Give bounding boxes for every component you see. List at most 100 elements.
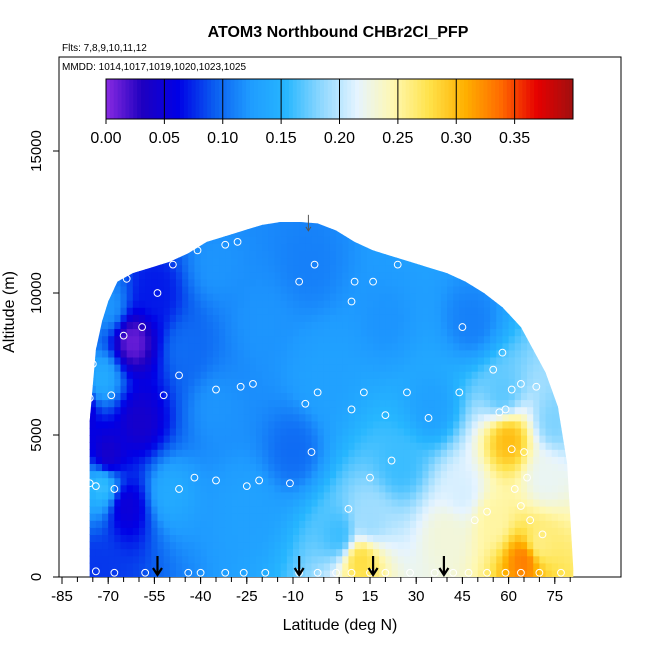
heatmap-cell [139, 307, 146, 315]
heatmap-cell [329, 285, 337, 294]
heatmap-cell [391, 321, 399, 330]
heatmap-cell [151, 506, 159, 514]
heatmap-cell [385, 463, 393, 472]
heatmap-cell [373, 420, 380, 429]
heatmap-cell [329, 513, 337, 521]
heatmap-cell [545, 420, 553, 429]
heatmap-cell [329, 349, 337, 358]
heatmap-cell [373, 314, 380, 322]
heatmap-cell [305, 534, 313, 543]
heatmap-cell [102, 356, 109, 365]
heatmap-cell [496, 399, 504, 408]
heatmap-cell [219, 527, 226, 535]
heatmap-cell [410, 463, 417, 472]
heatmap-cell [145, 413, 152, 422]
heatmap-cell [157, 321, 165, 330]
heatmap-cell [249, 413, 257, 422]
colorbar-swatch [390, 79, 395, 119]
heatmap-cell [533, 491, 540, 500]
heatmap-cell [557, 463, 565, 472]
heatmap-cell [305, 456, 313, 464]
heatmap-cell [219, 484, 226, 493]
heatmap-cell [342, 498, 350, 507]
heatmap-cell [354, 548, 362, 557]
heatmap-cell [182, 427, 189, 436]
heatmap-cell [465, 385, 473, 393]
heatmap-cell [249, 456, 257, 464]
heatmap-cell [212, 314, 220, 322]
colorbar-swatch [304, 79, 309, 119]
heatmap-cell [403, 506, 411, 514]
colorbar-swatch [475, 79, 481, 119]
sample-point [332, 568, 341, 577]
heatmap-cell [299, 449, 306, 457]
heatmap-cell [323, 300, 331, 308]
heatmap-cell [459, 491, 467, 500]
sample-point [175, 371, 183, 380]
heatmap-cell [126, 420, 134, 429]
heatmap-cell [262, 442, 269, 450]
heatmap-cell [286, 435, 294, 443]
heatmap-cell [385, 527, 393, 535]
heatmap-cell [163, 442, 171, 450]
heatmap-cell [132, 307, 140, 315]
heatmap-cell [342, 378, 350, 386]
colorbar-swatch [545, 79, 551, 119]
heatmap-cell [132, 356, 140, 365]
heatmap-cell [342, 399, 350, 408]
heatmap-cell [132, 314, 140, 322]
heatmap-cell [465, 541, 473, 550]
heatmap-cell [453, 442, 460, 450]
heatmap-cell [200, 392, 208, 401]
heatmap-cell [465, 477, 473, 486]
heatmap-cell [188, 392, 196, 401]
y-tick-label: 5000 [28, 418, 45, 451]
heatmap-cell [132, 449, 140, 457]
heatmap-cell [557, 477, 565, 486]
heatmap-cell [342, 278, 350, 287]
heatmap-cell [249, 399, 257, 408]
heatmap-cell [139, 278, 146, 287]
heatmap-cell [366, 506, 374, 514]
heatmap-cell [163, 477, 171, 486]
heatmap-cell [268, 321, 276, 330]
heatmap-cell [391, 513, 399, 521]
heatmap-cell [533, 484, 540, 493]
heatmap-cell [440, 356, 448, 365]
heatmap-cell [114, 300, 122, 308]
colorbar-swatch [152, 79, 158, 119]
heatmap-cell [89, 491, 97, 500]
heatmap-cell [151, 562, 159, 571]
heatmap-cell [262, 399, 269, 408]
heatmap-cell [194, 264, 202, 273]
heatmap-cell [175, 442, 183, 450]
heatmap-cell [490, 498, 497, 507]
heatmap-cell [416, 427, 423, 436]
heatmap-cell [471, 449, 479, 457]
heatmap-cell [428, 442, 436, 450]
heatmap-cell [434, 314, 442, 322]
heatmap-cell [182, 364, 189, 372]
colorbar-swatch [172, 79, 177, 119]
heatmap-cell [231, 335, 239, 344]
heatmap-cell [348, 498, 356, 507]
heatmap-cell [188, 271, 196, 280]
heatmap-cell [280, 264, 288, 273]
heatmap-cell [453, 470, 460, 479]
heatmap-cell [403, 555, 411, 564]
heatmap-cell [293, 222, 300, 230]
x-tick-label: -25 [236, 588, 258, 605]
heatmap-cell [274, 222, 282, 230]
heatmap-cell [422, 541, 430, 550]
heatmap-cell [502, 321, 510, 330]
heatmap-cell [434, 371, 442, 379]
heatmap-cell [299, 250, 306, 259]
heatmap-cell [342, 349, 350, 358]
heatmap-cell [483, 328, 491, 337]
heatmap-cell [527, 527, 534, 535]
heatmap-cell [120, 293, 128, 301]
colorbar-swatch [495, 79, 500, 119]
heatmap-cell [354, 356, 362, 365]
heatmap-cell [471, 300, 479, 308]
heatmap-cell [268, 229, 276, 237]
